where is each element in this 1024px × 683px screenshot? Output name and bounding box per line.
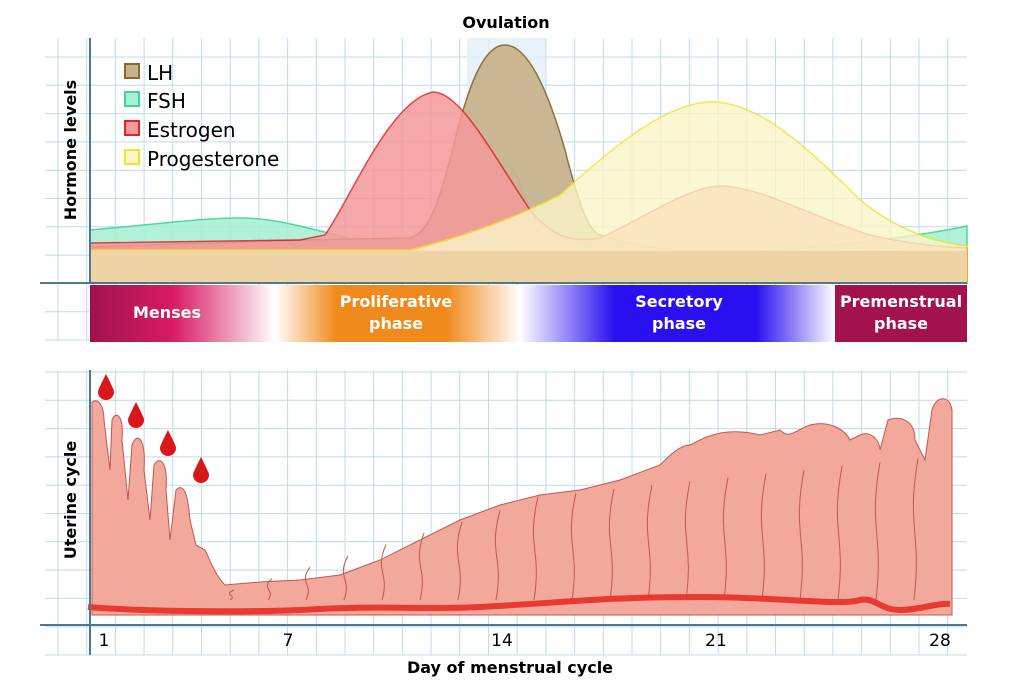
endometrial-glands [228, 458, 919, 601]
gland [456, 521, 463, 601]
phase-bar: Menses Proliferative phase Secretory pha… [90, 285, 967, 342]
legend-swatch-progesterone [124, 149, 140, 165]
blood-drops [98, 374, 209, 483]
phase-label-proliferative-2: phase [369, 314, 423, 333]
gland [532, 496, 539, 601]
legend: LH FSH Estrogen Progesterone [124, 61, 279, 171]
gland [798, 469, 805, 601]
legend-swatch-estrogen [124, 120, 140, 136]
gland [494, 510, 501, 601]
gland [722, 477, 729, 601]
endometrium [91, 398, 953, 616]
phase-label-premenstrual-2: phase [874, 314, 928, 333]
blood-drop-icon [98, 374, 114, 400]
phase-label-menses: Menses [133, 303, 201, 322]
baseline-fill [90, 251, 967, 283]
gland [874, 462, 881, 601]
spiral-artery-base [87, 593, 951, 615]
blood-drop-icon [193, 457, 209, 483]
phase-label-secretory: Secretory [635, 292, 723, 311]
legend-label-progesterone: Progesterone [147, 147, 279, 171]
gland [570, 492, 577, 601]
gland [418, 532, 425, 601]
gland [684, 481, 691, 601]
gland [342, 555, 349, 601]
uterine-cycle-axis-label: Uterine cycle [61, 441, 80, 560]
legend-label-fsh: FSH [147, 89, 186, 113]
legend-label-estrogen: Estrogen [147, 118, 236, 142]
legend-label-lh: LH [147, 61, 173, 85]
phase-label-secretory-2: phase [652, 314, 706, 333]
gland [304, 566, 311, 601]
x-tick-21: 21 [705, 631, 727, 651]
x-tick-1: 1 [99, 631, 110, 651]
phase-proliferative [275, 285, 520, 342]
phase-menses [90, 285, 275, 342]
phase-secretory [520, 285, 835, 342]
x-tick-28: 28 [929, 631, 951, 651]
gland [912, 458, 919, 601]
x-axis-title: Day of menstrual cycle [407, 658, 613, 677]
ovulation-label: Ovulation [462, 13, 549, 32]
legend-swatch-lh [124, 63, 140, 79]
phase-label-proliferative: Proliferative [340, 292, 453, 311]
progesterone-curve [89, 101, 968, 284]
blood-drop-icon [128, 402, 144, 428]
gland [266, 578, 273, 601]
x-tick-7: 7 [283, 631, 294, 651]
phase-premenstrual [835, 285, 967, 342]
gland [760, 473, 767, 601]
gland [608, 488, 615, 601]
gland [836, 466, 843, 601]
gland [646, 485, 653, 601]
hormone-levels-axis-label: Hormone levels [61, 80, 80, 220]
gland [228, 589, 235, 601]
gland [380, 544, 387, 601]
phase-label-premenstrual: Premenstrual [840, 292, 962, 311]
blood-drop-icon [160, 430, 176, 456]
legend-swatch-fsh [124, 91, 140, 107]
x-tick-14: 14 [491, 631, 513, 651]
